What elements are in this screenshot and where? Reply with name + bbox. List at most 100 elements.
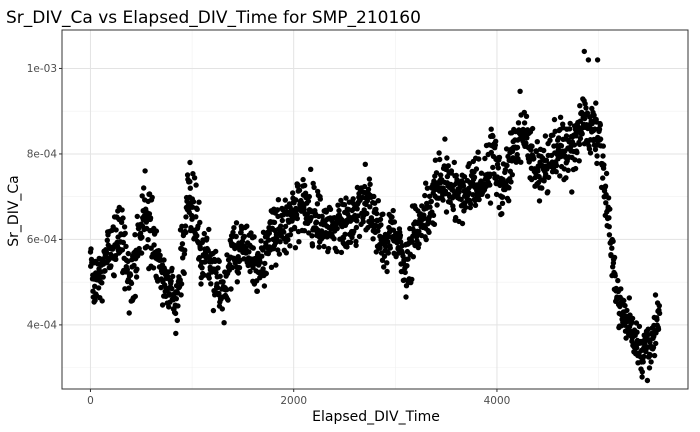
data-point [234,279,240,285]
data-point [241,233,247,240]
data-point [302,190,309,196]
data-point [219,306,225,312]
data-point [194,233,200,239]
data-point [484,193,491,199]
data-point [606,232,613,238]
data-point [572,165,579,172]
data-point [127,272,134,278]
data-point [490,164,496,171]
data-point [641,353,647,360]
data-point [206,275,212,281]
data-point [150,265,157,271]
data-point [301,206,307,213]
data-point [305,198,312,204]
data-point [197,219,203,226]
data-point [272,240,279,246]
data-point [193,214,199,220]
data-point [523,113,530,120]
data-point [636,323,643,330]
data-point [230,229,236,236]
data-point [533,148,539,155]
data-point [367,204,373,210]
data-point [233,220,240,226]
data-point [500,194,506,200]
data-point [433,170,440,176]
data-point [271,219,278,226]
data-point [475,149,481,155]
data-point [378,222,384,228]
data-point [567,120,573,127]
data-point [146,211,153,217]
data-point [654,316,660,323]
data-point [290,190,296,196]
data-point [600,143,606,149]
data-point [216,290,222,297]
data-point [215,265,221,271]
data-point [182,247,188,253]
data-point [442,136,448,142]
data-point [178,292,184,298]
data-point [515,120,522,126]
data-point [100,274,106,280]
data-point [259,253,265,259]
chart-title: Sr_DIV_Ca vs Elapsed_DIV_Time for SMP_21… [6,8,421,28]
data-point [503,146,510,152]
data-point [506,198,512,204]
data-point [191,175,198,181]
data-point [275,247,281,253]
data-point [458,196,464,203]
data-point [336,207,342,214]
data-point [556,135,562,141]
data-point [596,126,603,132]
data-point [244,223,250,229]
data-point [524,135,530,141]
data-point [496,154,503,161]
data-point [621,297,627,304]
data-point [361,183,368,190]
data-point [120,239,127,246]
data-point [174,317,180,324]
data-point [478,170,485,176]
data-point [293,197,299,203]
data-point [327,206,334,212]
data-point [416,228,422,235]
data-point [103,249,110,255]
data-point [572,157,578,163]
data-point [591,112,597,118]
data-point [600,175,606,181]
data-point-outlier [173,330,179,337]
data-point [139,234,145,240]
data-point [309,243,316,249]
data-point [104,237,111,243]
data-point [225,297,231,303]
data-point [551,116,558,123]
data-point [331,236,337,242]
data-point [201,272,207,278]
data-point [235,270,242,276]
data-point [423,236,429,243]
data-point [610,238,616,244]
data-point [134,266,140,272]
data-point [169,265,175,272]
data-point [296,239,302,245]
data-point [166,291,173,297]
data-point [134,213,140,220]
data-point-outlier [187,159,193,166]
data-point [437,156,443,163]
data-point [95,285,102,291]
data-point [440,197,446,203]
data-point [317,196,323,202]
data-point [545,189,551,195]
data-point [321,243,327,250]
data-point [168,278,174,284]
data-point [367,181,373,187]
y-tick-label: 8e-04 [27,148,58,160]
data-point [509,172,515,178]
data-point [356,233,363,240]
data-point [385,239,391,245]
data-point [531,155,537,162]
data-point [432,157,439,163]
data-point [545,174,552,181]
data-point [442,188,449,194]
data-point [251,234,257,240]
